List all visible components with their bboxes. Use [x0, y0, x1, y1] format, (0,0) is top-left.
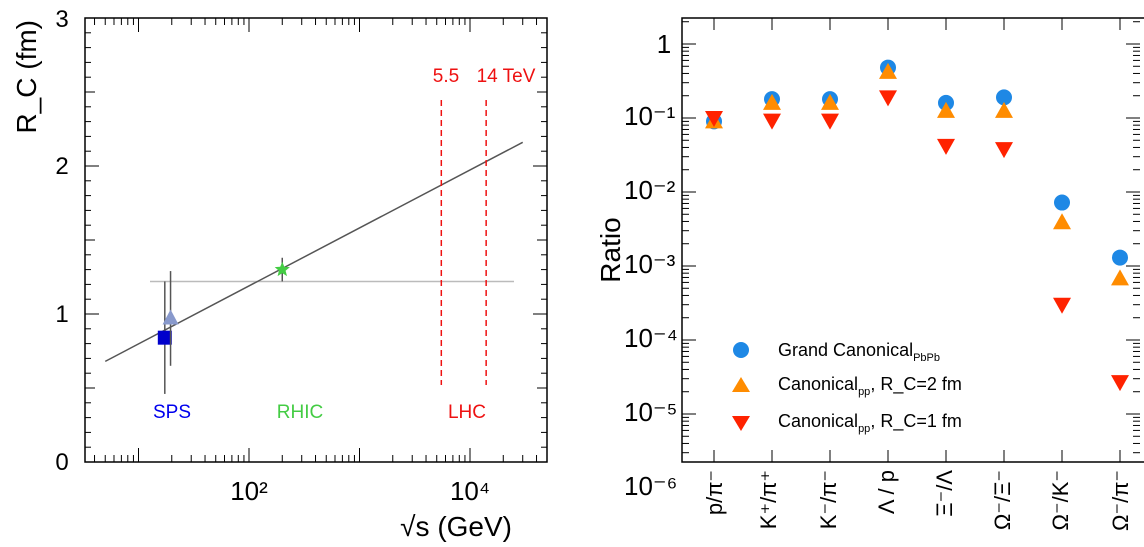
data-point-triangle-up — [937, 101, 955, 118]
legend-series-extra: , R_C=1 fm — [870, 411, 962, 432]
left-y-axis-title: R_C (fm) — [11, 20, 42, 134]
data-point-triangle-down — [821, 113, 839, 130]
data-point-star — [274, 261, 290, 277]
data-point-triangle-down — [763, 113, 781, 130]
legend-series-subscript: PbPb — [913, 352, 940, 364]
right-chart: 10⁻⁶ 10⁻⁵ 10⁻⁴ 10⁻³ 10⁻² 10⁻¹ 1 Ratio p/… — [595, 17, 1144, 531]
legend-series-subscript: pp — [858, 386, 870, 398]
legend-label: Grand CanonicalPbPb — [778, 340, 940, 364]
fit-line — [104, 141, 524, 363]
data-point-circle — [1054, 194, 1070, 211]
right-y-tick-label: 10⁻³ — [624, 249, 676, 279]
category-label: Ξ⁻/Λ — [932, 470, 957, 517]
data-point-triangle-down — [1111, 375, 1129, 392]
legend-marker-canonical-2fm — [732, 377, 750, 392]
category-label: p/π⁻ — [702, 470, 727, 515]
category-label: Λ / p — [874, 470, 899, 514]
data-point-triangle-down — [879, 90, 897, 107]
data-point-triangle-up — [879, 62, 897, 79]
right-data-points — [705, 59, 1129, 392]
legend-label: Canonicalpp, R_C=1 fm — [778, 411, 962, 435]
legend-label: Canonicalpp, R_C=2 fm — [778, 374, 962, 398]
right-y-tick-label: 10⁻⁴ — [624, 323, 678, 353]
region-label-lhc: LHC — [448, 402, 486, 423]
legend: Grand CanonicalPbPb Canonicalpp, R_C=2 f… — [732, 340, 962, 435]
left-chart: 0 1 2 3 10² 10⁴ √s (GeV) R_C (fm) 5.5 14… — [11, 6, 548, 542]
data-point-triangle-down — [937, 138, 955, 155]
data-point-triangle-down — [1053, 297, 1071, 314]
right-category-labels: p/π⁻ K⁺/π⁺ K⁻/π⁻ Λ / p Ξ⁻/Λ Ω⁻/Ξ⁻ Ω⁻/K⁻ … — [702, 470, 1133, 531]
left-axis-ticks — [85, 17, 547, 463]
legend-series-extra: , R_C=2 fm — [870, 374, 962, 395]
left-y-tick-label: 0 — [55, 449, 68, 476]
left-y-tick-label: 3 — [55, 6, 68, 33]
right-y-tick-label: 10⁻⁶ — [624, 471, 677, 501]
lhc-energy-label: 14 TeV — [477, 66, 536, 87]
region-label-sps: SPS — [153, 402, 191, 423]
data-point-triangle — [162, 309, 179, 325]
left-lines — [104, 100, 524, 385]
left-y-tick-label: 2 — [55, 153, 68, 180]
legend-marker-canonical-1fm — [732, 416, 750, 431]
right-plot-frame — [681, 17, 1144, 463]
data-point-triangle-up — [1053, 213, 1071, 230]
left-x-tick-label: 10² — [230, 476, 268, 506]
right-y-tick-label: 10⁻² — [624, 175, 676, 205]
left-data-points — [157, 257, 290, 394]
data-point-square — [157, 330, 172, 345]
legend-marker-grand-canonical — [733, 342, 749, 358]
data-point-circle — [1112, 249, 1128, 266]
category-label: K⁻/π⁻ — [816, 470, 841, 529]
legend-series-subscript: pp — [858, 423, 870, 435]
right-axis-ticks — [682, 18, 1140, 462]
category-label: Ω⁻/Ξ⁻ — [990, 470, 1015, 530]
lhc-energy-label: 5.5 — [433, 66, 459, 87]
left-x-tick-label: 10⁴ — [450, 476, 490, 506]
left-y-tick-label: 1 — [55, 301, 68, 328]
legend-series-name: Canonical — [778, 411, 858, 431]
category-label: Ω⁻/π⁻ — [1108, 470, 1133, 531]
left-x-axis-title: √s (GeV) — [400, 511, 512, 542]
data-point-triangle-up — [821, 93, 839, 110]
right-y-axis-title: Ratio — [595, 217, 626, 282]
data-point-circle — [996, 89, 1012, 106]
data-point-triangle-up — [1111, 269, 1129, 286]
right-y-tick-label: 10⁻¹ — [624, 101, 676, 131]
category-label: K⁺/π⁺ — [756, 470, 781, 529]
legend-series-name: Canonical — [778, 374, 858, 394]
data-point-triangle-up — [995, 101, 1013, 118]
data-point-triangle-down — [705, 111, 723, 127]
region-label-rhic: RHIC — [277, 402, 323, 423]
legend-series-name: Grand Canonical — [778, 340, 913, 360]
right-y-tick-label: 10⁻⁵ — [624, 397, 677, 427]
category-label: Ω⁻/K⁻ — [1048, 470, 1073, 530]
data-point-triangle-down — [995, 142, 1013, 159]
right-y-tick-label: 1 — [657, 29, 671, 59]
data-point-triangle-up — [763, 93, 781, 110]
